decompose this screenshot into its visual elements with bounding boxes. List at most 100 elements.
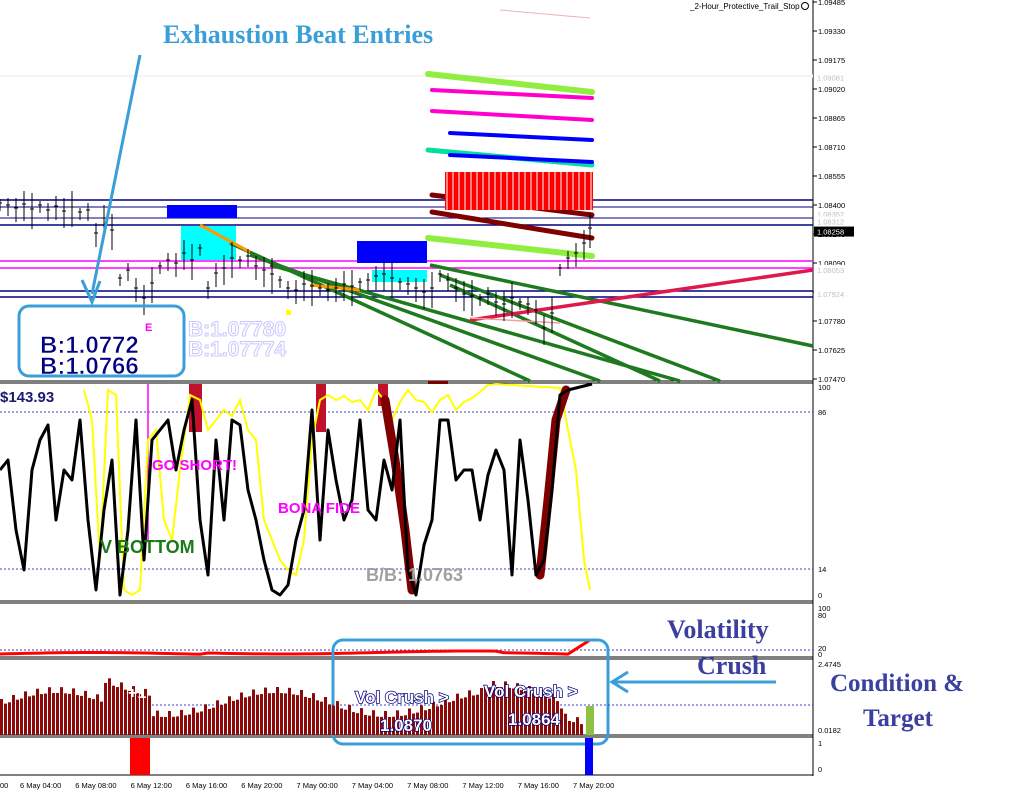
- hist-bar: [564, 713, 567, 735]
- signal-red-bar: [130, 738, 150, 775]
- hist-bar: [508, 687, 511, 735]
- hist-bar: [372, 710, 375, 735]
- hist-bar: [516, 683, 519, 735]
- hist-bar: [176, 716, 179, 735]
- hist-bar: [488, 687, 491, 735]
- hist-bar: [404, 715, 407, 735]
- hist-bar: [264, 687, 267, 735]
- vol-crush-1-line1: Vol Crush >: [355, 688, 449, 707]
- price-box-label: 1.08312: [817, 217, 844, 226]
- exhaustion-callout-box: [17, 304, 186, 378]
- price-tick-label: 1.08090: [818, 259, 845, 268]
- hist-bar: [524, 690, 527, 735]
- hist-bar: [28, 696, 31, 735]
- exhaustion-arrow: [80, 54, 142, 306]
- cyan-zone-1: [181, 226, 236, 260]
- hist-bar: [424, 710, 427, 735]
- hist-bar: [184, 715, 187, 735]
- osc-maroon-tab: [428, 381, 448, 384]
- price-box-label: 1.07924: [817, 290, 844, 299]
- hist-bar: [380, 716, 383, 735]
- histogram-panel[interactable]: +1 Vol Crush > 1.0870 Vol Crush > 1.0864: [0, 678, 813, 736]
- hist-bar: [272, 693, 275, 735]
- hist-bar: [96, 694, 99, 735]
- main-price-panel[interactable]: E B:1.07780 B:1.07774 B:1.0772 B:1.0766: [0, 9, 814, 383]
- time-label: 7 May 08:00: [407, 781, 448, 790]
- hist-bar: [132, 686, 135, 735]
- faint-trend-line: [499, 9, 591, 19]
- time-label: 6 May 12:00: [131, 781, 172, 790]
- hist-bar: [232, 700, 235, 735]
- hist-bar: [520, 689, 523, 735]
- hist-bar: [576, 717, 579, 735]
- blue-zone-2: [357, 241, 427, 263]
- ghost-label-2: B:1.07774: [188, 338, 286, 361]
- hist-bar: [476, 694, 479, 735]
- hist-bar: [324, 696, 327, 735]
- hist-bar: [208, 709, 211, 735]
- volatility-annotation-2: Crush: [697, 651, 767, 680]
- hist-bar: [308, 697, 311, 735]
- volatility-panel[interactable]: [0, 638, 813, 746]
- signal-panel[interactable]: [130, 738, 593, 775]
- volatility-annotation-1: Volatility: [667, 615, 769, 644]
- hist-bar: [128, 690, 131, 735]
- price-tick-label: 1.07780: [818, 317, 845, 326]
- hist-bar: [32, 695, 35, 735]
- hist-bar: [276, 687, 279, 735]
- oscillator-panel[interactable]: $143.93 GO SHORT! BONA FIDE V BOTTOM B/B…: [0, 381, 813, 597]
- vol-crush-2-line2: 1.0864: [508, 710, 561, 729]
- go-short-label: GO SHORT!: [152, 457, 237, 474]
- hist-bar: [332, 705, 335, 735]
- hist-bar: [356, 713, 359, 735]
- hist-bar: [456, 693, 459, 735]
- time-label: 6 May 16:00: [186, 781, 227, 790]
- hist-bar: [240, 692, 243, 735]
- hist-bar: [396, 710, 399, 735]
- orange-segment-1: [199, 223, 251, 254]
- hist-bar: [248, 696, 251, 735]
- osc-white-bar-2: [416, 432, 426, 472]
- ghost-label-1: B:1.07780: [188, 318, 286, 341]
- svg-text:0: 0: [818, 765, 822, 774]
- vol-axis: 100 80 20 0: [818, 604, 831, 659]
- hist-bar: [512, 688, 515, 735]
- hist-bar: [464, 697, 467, 735]
- hist-bar: [312, 693, 315, 735]
- hist-bar: [140, 694, 143, 735]
- hist-bar: [492, 681, 495, 735]
- hist-bar: [532, 693, 535, 735]
- hist-bar: [552, 693, 555, 735]
- indicator-title: _2-Hour_Protective_Trail_Stop: [689, 2, 800, 11]
- hist-axis: 2.4745 0.0182: [818, 660, 841, 735]
- price-tick-label: 1.07470: [818, 375, 845, 384]
- vol-crush-callout-box: [331, 638, 610, 746]
- time-label: 7 May 00:00: [297, 781, 338, 790]
- price-box-label: 1.09081: [817, 74, 844, 83]
- hist-bar: [84, 690, 87, 735]
- hist-bar: [260, 694, 263, 735]
- hist-bar: [296, 695, 299, 735]
- hist-bar: [236, 699, 239, 735]
- price-axis: 1.09485 1.09330 1.09175 1.09020 1.08865 1.087…: [813, 0, 845, 384]
- hist-bar: [48, 687, 51, 735]
- hist-bar: [168, 710, 171, 735]
- smiley-icon[interactable]: [801, 2, 809, 10]
- hist-bar: [72, 688, 75, 735]
- hist-bar: [496, 687, 499, 735]
- price-box: [814, 208, 854, 219]
- price-tick-label: 1.08555: [818, 172, 845, 181]
- osc-yellow-line: [83, 382, 591, 597]
- pink-trendline: [469, 317, 561, 324]
- hist-bar: [224, 703, 227, 735]
- hist-bar: [320, 701, 323, 735]
- hist-bar: [500, 687, 503, 735]
- hist-bar: [436, 706, 439, 735]
- hist-bar: [228, 696, 231, 735]
- svg-text:0: 0: [818, 591, 822, 600]
- svg-text:1: 1: [818, 739, 822, 748]
- hist-bar: [432, 701, 435, 735]
- svg-text:100: 100: [818, 604, 831, 613]
- price-tick-label: 1.09330: [818, 27, 845, 36]
